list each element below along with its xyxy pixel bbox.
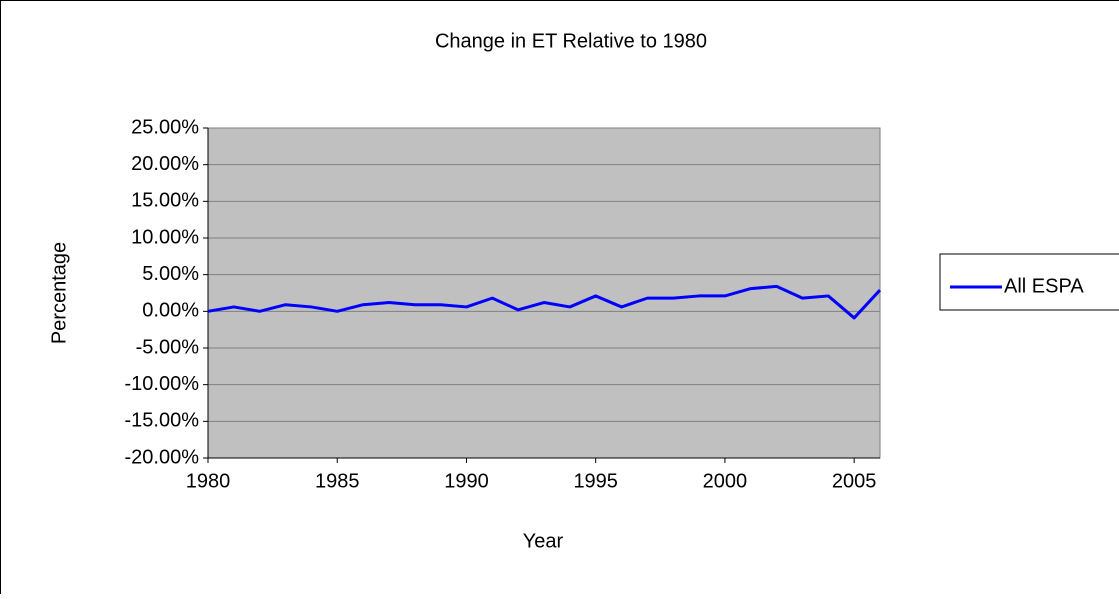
legend-label: All ESPA bbox=[1004, 275, 1084, 297]
x-tick-label: 1990 bbox=[444, 470, 489, 492]
y-tick-label: 5.00% bbox=[142, 263, 199, 285]
y-tick-label: 25.00% bbox=[131, 116, 199, 138]
x-tick-label: 1985 bbox=[315, 470, 360, 492]
x-tick-label: 1995 bbox=[573, 470, 618, 492]
y-tick-label: -10.00% bbox=[125, 373, 200, 395]
x-tick-label: 2005 bbox=[832, 470, 877, 492]
y-tick-label: 15.00% bbox=[131, 190, 199, 212]
y-tick-label: -20.00% bbox=[125, 446, 200, 468]
y-tick-label: 0.00% bbox=[142, 300, 199, 322]
y-tick-label: -5.00% bbox=[136, 336, 200, 358]
x-axis-label: Year bbox=[523, 530, 564, 552]
y-tick-label: -15.00% bbox=[125, 410, 200, 432]
plot-area bbox=[208, 128, 880, 458]
y-tick-label: 10.00% bbox=[131, 226, 199, 248]
x-tick-label: 2000 bbox=[703, 470, 748, 492]
y-axis-label: Percentage bbox=[48, 242, 70, 344]
chart-title: Change in ET Relative to 1980 bbox=[435, 30, 707, 52]
x-tick-label: 1980 bbox=[186, 470, 231, 492]
y-tick-label: 20.00% bbox=[131, 153, 199, 175]
